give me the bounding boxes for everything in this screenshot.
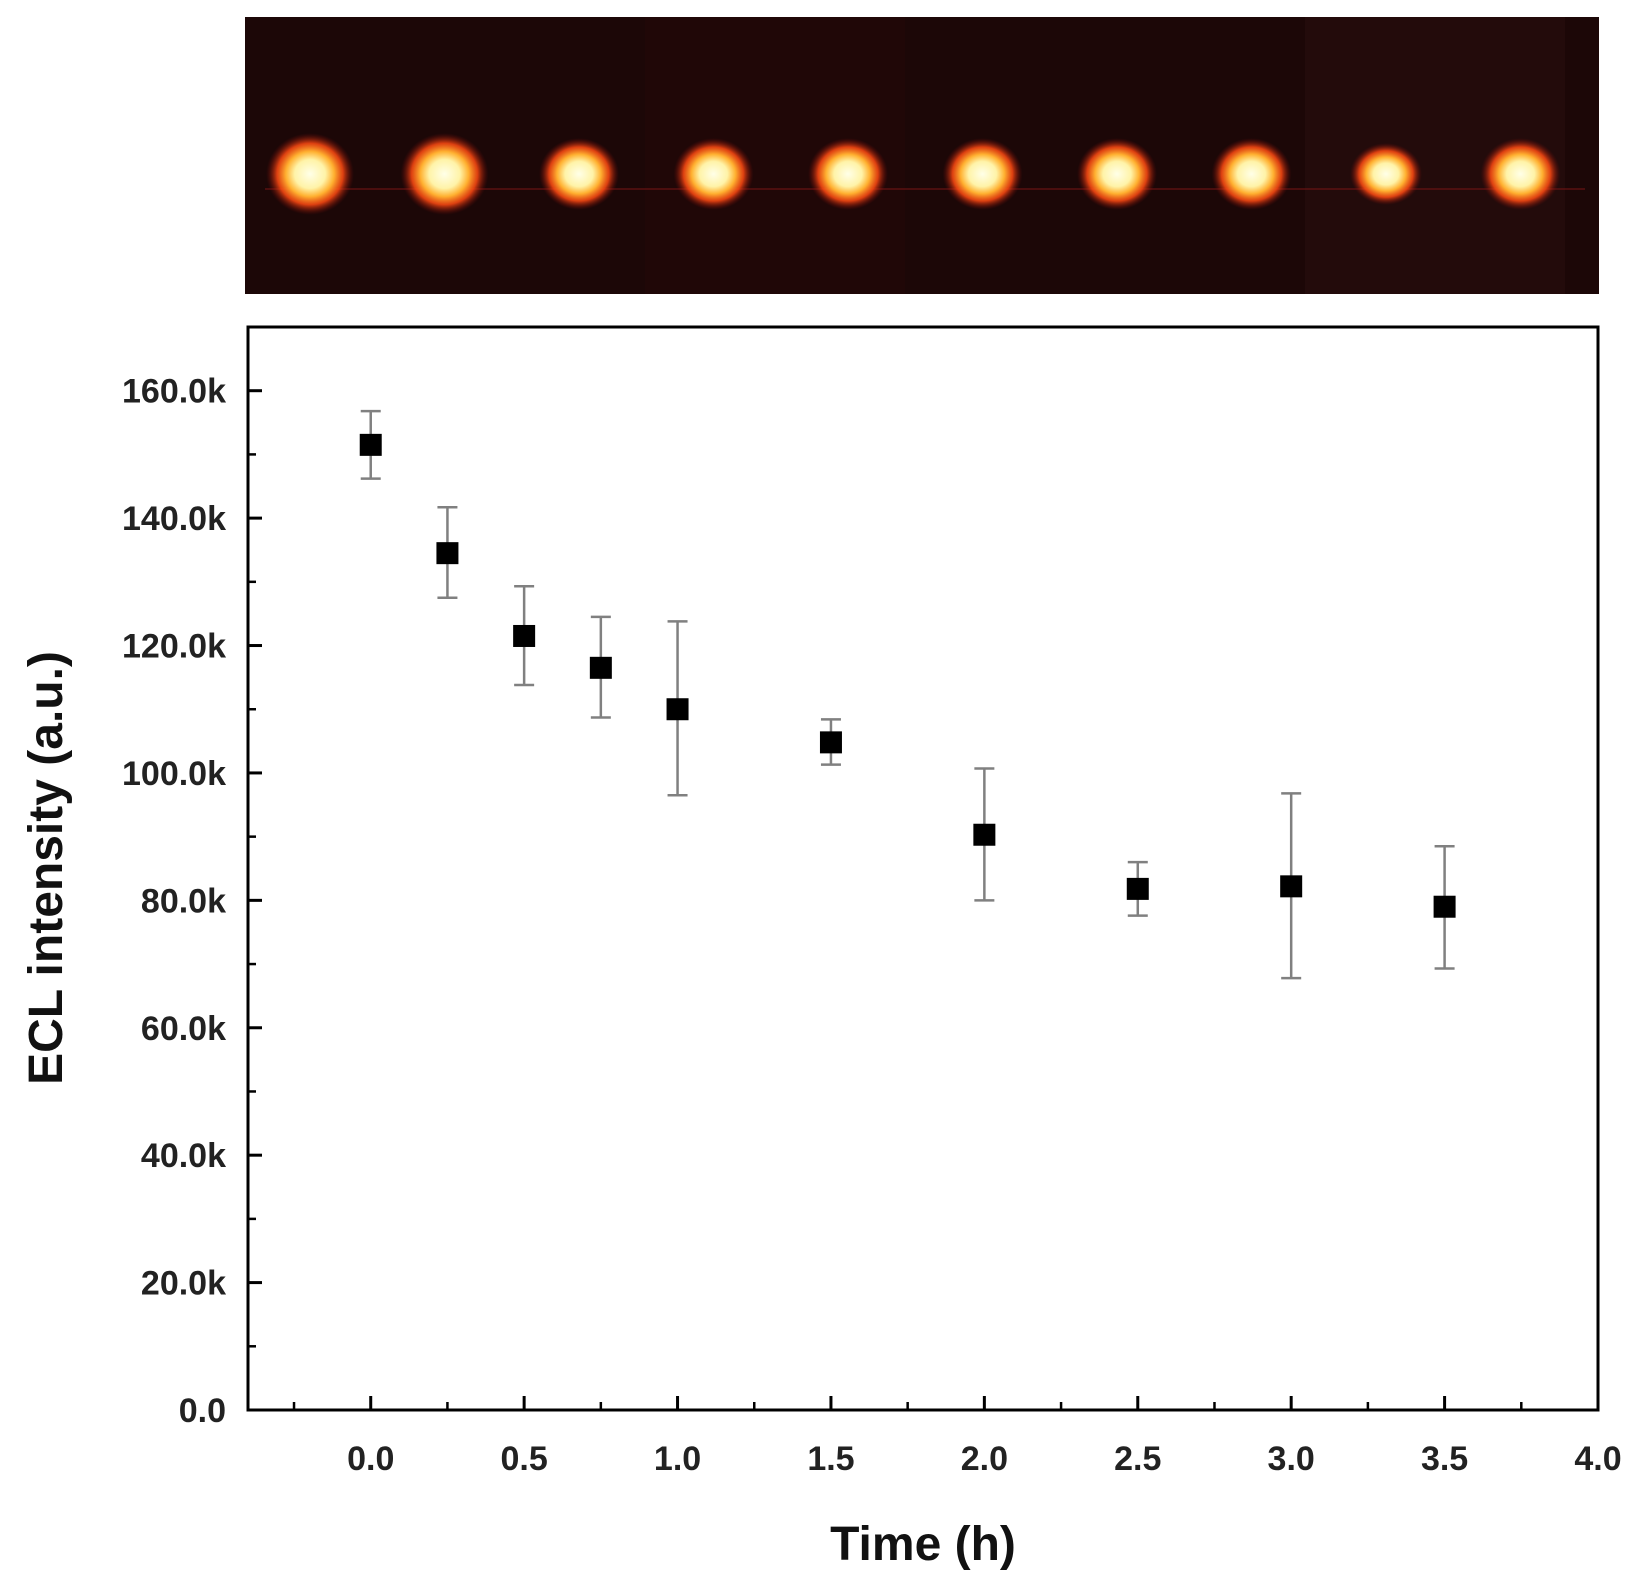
data-point (589, 656, 612, 679)
y-tick-label: 60.0k (141, 1010, 226, 1048)
x-tick-label: 1.0 (654, 1440, 701, 1478)
y-tick-label: 140.0k (122, 500, 226, 538)
data-point (359, 433, 382, 456)
data-point (819, 731, 842, 754)
ecl-spot (1077, 138, 1157, 210)
x-tick-label: 1.5 (807, 1440, 854, 1478)
data-point (436, 542, 459, 565)
x-tick-label: 3.5 (1421, 1440, 1468, 1478)
y-tick-label: 0.0 (179, 1392, 226, 1430)
x-tick-label: 4.0 (1574, 1440, 1621, 1478)
x-tick-label: 0.5 (501, 1440, 548, 1478)
data-point (666, 698, 689, 721)
data-point (513, 624, 536, 647)
x-tick-label: 2.5 (1114, 1440, 1161, 1478)
ecl-spot (1480, 138, 1561, 210)
y-axis-title: ECL intensity (a.u.) (20, 651, 73, 1085)
x-tick-label: 0.0 (347, 1440, 394, 1478)
ecl-spot (400, 133, 489, 215)
y-tick-label: 80.0k (141, 882, 226, 920)
plot-frame (246, 325, 1600, 1412)
data-point (1280, 875, 1303, 898)
ecl-spot (942, 138, 1023, 210)
data-point (1433, 895, 1456, 918)
x-tick-label: 3.0 (1268, 1440, 1315, 1478)
ecl-spot (808, 138, 888, 210)
ecl-spot (539, 138, 619, 210)
ecl-spot (1350, 143, 1422, 205)
x-axis-title: Time (h) (830, 1518, 1016, 1571)
y-tick-label: 20.0k (141, 1265, 226, 1303)
ecl-spot (1211, 138, 1292, 210)
y-tick-label: 120.0k (122, 628, 226, 666)
data-point (1126, 877, 1149, 900)
data-point (973, 823, 996, 846)
ecl-spot (673, 138, 754, 210)
x-tick-label: 2.0 (961, 1440, 1008, 1478)
ecl-image-strip (245, 17, 1599, 294)
y-tick-label: 40.0k (141, 1137, 226, 1175)
y-tick-label: 100.0k (122, 755, 226, 793)
y-tick-label: 160.0k (122, 373, 226, 411)
ecl-spot (266, 133, 354, 215)
